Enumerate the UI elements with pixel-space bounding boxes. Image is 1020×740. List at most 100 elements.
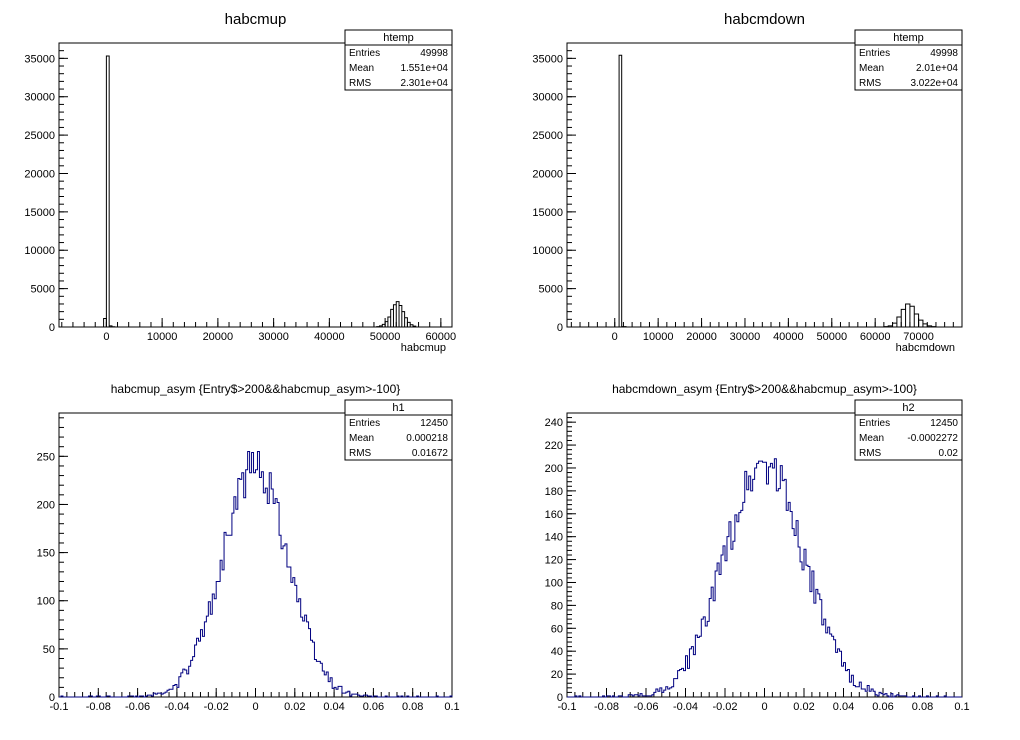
- x-tick-label: 0.02: [284, 701, 305, 713]
- x-tick-label: 50000: [370, 331, 401, 343]
- stats-row-value: 12450: [930, 418, 958, 429]
- x-tick-label: 0.04: [323, 701, 344, 713]
- stats-row-label: Entries: [859, 48, 890, 59]
- x-tick-label: 0.08: [402, 701, 423, 713]
- y-tick-label: 200: [37, 499, 55, 511]
- x-tick-label: -0.1: [558, 701, 577, 713]
- x-tick-label: -0.08: [594, 701, 619, 713]
- chart-title: habcmdown: [724, 11, 805, 28]
- x-tick-label: -0.02: [712, 701, 737, 713]
- stats-row-value: 0.02: [939, 448, 959, 459]
- stats-box: h2 Entries 12450 Mean -0.0002272 RMS 0.02: [854, 399, 963, 461]
- stats-row-label: Mean: [349, 433, 374, 444]
- y-tick-label: 30000: [532, 92, 563, 104]
- y-tick-label: 0: [49, 692, 55, 704]
- histogram-line: [59, 451, 453, 698]
- stats-row-label: RMS: [349, 78, 372, 89]
- histogram-line: [567, 458, 962, 698]
- stats-row-value: 2.301e+04: [400, 78, 448, 89]
- x-tick-label: 0.08: [912, 701, 933, 713]
- stats-row-value: 3.022e+04: [910, 78, 958, 89]
- stats-row-value: -0.0002272: [907, 433, 958, 444]
- stats-box-frame: [854, 399, 963, 461]
- histogram-bars: [567, 54, 937, 328]
- stats-box-name: h2: [902, 402, 914, 414]
- y-tick-label: 140: [545, 532, 563, 544]
- y-tick-label: 15000: [532, 207, 563, 219]
- stats-row-label: RMS: [859, 78, 882, 89]
- stats-row-label: Mean: [349, 63, 374, 74]
- y-tick-label: 40: [551, 646, 563, 658]
- stats-box-name: htemp: [383, 32, 414, 44]
- stats-row-label: Entries: [349, 48, 380, 59]
- x-tick-label: 40000: [314, 331, 345, 343]
- stats-row-label: RMS: [349, 448, 372, 459]
- x-tick-label: 0.1: [954, 701, 969, 713]
- y-tick-label: 250: [37, 451, 55, 463]
- x-tick-label: -0.08: [86, 701, 111, 713]
- x-tick-label: 10000: [147, 331, 178, 343]
- x-tick-label: 0: [103, 331, 109, 343]
- stats-box-name: htemp: [893, 32, 924, 44]
- chart-title: habcmdown_asym {Entry$>200&&habcmup_asym…: [612, 382, 917, 396]
- x-tick-label: -0.04: [673, 701, 698, 713]
- stats-row-value: 49998: [930, 48, 958, 59]
- stats-box-name: h1: [392, 402, 404, 414]
- stats-row-value: 12450: [420, 418, 448, 429]
- x-tick-label: 0.04: [833, 701, 854, 713]
- pad-habcmup: habcmup 0 5000 10000 15000 20000 25000 30000 350…: [24, 11, 456, 354]
- y-tick-label: 80: [551, 600, 563, 612]
- x-tick-label: 0: [761, 701, 767, 713]
- x-tick-label: 20000: [686, 331, 717, 343]
- x-tick-label: 60000: [860, 331, 891, 343]
- stats-row-value: 2.01e+04: [916, 63, 958, 74]
- x-tick-label: 30000: [730, 331, 761, 343]
- x-tick-label: 60000: [426, 331, 457, 343]
- x-tick-label: 0.06: [872, 701, 893, 713]
- y-tick-label: 35000: [532, 53, 563, 65]
- x-tick-label: -0.04: [164, 701, 189, 713]
- x-axis-label: habcmup: [401, 342, 446, 354]
- stats-row-value: 1.551e+04: [400, 63, 448, 74]
- y-tick-label: 220: [545, 440, 563, 452]
- y-tick-label: 240: [545, 417, 563, 429]
- stats-row-label: Mean: [859, 63, 884, 74]
- y-tick-label: 25000: [532, 130, 563, 142]
- stats-row-label: RMS: [859, 448, 882, 459]
- stats-row-label: Entries: [859, 418, 890, 429]
- y-tick-label: 60: [551, 623, 563, 635]
- y-tick-label: 10000: [532, 245, 563, 257]
- x-tick-label: -0.06: [633, 701, 658, 713]
- x-tick-label: 0.02: [793, 701, 814, 713]
- stats-row-value: 0.000218: [406, 433, 448, 444]
- x-tick-label: 50000: [816, 331, 847, 343]
- y-tick-label: 20000: [24, 168, 55, 180]
- pad-habcmdown: habcmdown 0 5000 10000 15000 20000 25000 30000 3…: [532, 11, 963, 354]
- y-tick-label: 100: [545, 577, 563, 589]
- y-tick-label: 0: [557, 692, 563, 704]
- y-tick-label: 35000: [24, 53, 55, 65]
- x-tick-label: 0.06: [363, 701, 384, 713]
- stats-row-label: Entries: [349, 418, 380, 429]
- pad-habcmdown-asym: habcmdown_asym {Entry$>200&&habcmup_asym…: [545, 382, 970, 713]
- y-tick-label: 25000: [24, 130, 55, 142]
- y-tick-label: 0: [557, 322, 563, 334]
- x-tick-label: 0: [612, 331, 618, 343]
- y-tick-label: 5000: [539, 284, 563, 296]
- y-tick-label: 50: [43, 644, 55, 656]
- y-tick-label: 20000: [532, 168, 563, 180]
- x-tick-label: 30000: [258, 331, 289, 343]
- stats-box-frame: [344, 29, 453, 91]
- x-tick-label: 0.1: [444, 701, 459, 713]
- x-tick-label: 40000: [773, 331, 804, 343]
- x-axis-label: habcmdown: [896, 342, 955, 354]
- y-tick-label: 30000: [24, 92, 55, 104]
- y-tick-label: 200: [545, 463, 563, 475]
- stats-box-frame: [854, 29, 963, 91]
- stats-row-value: 0.01672: [412, 448, 449, 459]
- chart-title: habcmup_asym {Entry$>200&&habcmup_asym>-…: [111, 382, 401, 396]
- y-tick-label: 120: [545, 555, 563, 567]
- y-tick-label: 0: [49, 322, 55, 334]
